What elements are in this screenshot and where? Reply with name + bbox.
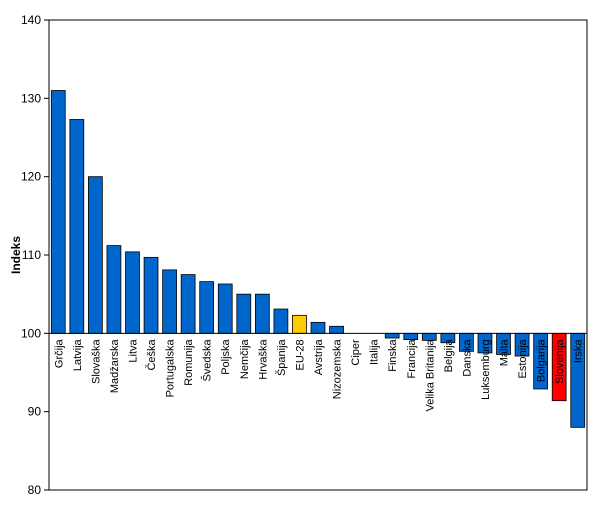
category-label: Belgija	[443, 338, 455, 372]
bar	[217, 283, 233, 334]
category-label: Hrvaška	[257, 338, 269, 379]
category-label: Finska	[387, 338, 399, 371]
bar	[143, 256, 159, 334]
y-tick-label: 120	[21, 170, 41, 184]
category-label: Velika Britanija	[424, 338, 436, 411]
y-axis-title: Indeks	[9, 236, 23, 274]
bar	[421, 332, 437, 341]
category-label: Romunija	[183, 338, 195, 385]
bar	[180, 274, 196, 334]
bar	[310, 321, 326, 334]
category-label: Poljska	[220, 338, 232, 374]
category-label: EU-28	[294, 339, 306, 370]
bar	[384, 332, 400, 339]
y-tick-label: 140	[21, 13, 41, 27]
category-label: Španija	[275, 338, 288, 376]
category-label: Grčija	[53, 338, 65, 368]
category-label: Estonija	[517, 338, 529, 378]
bar	[292, 314, 307, 334]
category-label: Francija	[406, 338, 418, 378]
bar	[88, 176, 103, 334]
bar	[50, 90, 66, 334]
category-label: Irska	[573, 338, 585, 363]
category-label: Luksemburg	[480, 339, 492, 400]
bar	[106, 245, 122, 334]
category-label: Italija	[369, 338, 381, 365]
bar	[273, 308, 289, 334]
category-label: Ciper	[350, 339, 362, 366]
category-label: Malta	[499, 338, 511, 366]
y-tick-label: 90	[28, 405, 42, 419]
category-label: Madžarska	[109, 338, 121, 393]
bar	[199, 281, 215, 334]
category-label: Češka	[145, 338, 158, 370]
category-label: Slovaška	[90, 338, 102, 384]
bar	[254, 293, 270, 334]
category-label: Portugalska	[165, 338, 177, 397]
y-tick-label: 110	[22, 248, 41, 262]
bar	[69, 119, 85, 334]
bar	[236, 293, 252, 334]
category-label: Švedska	[201, 338, 214, 381]
bar	[329, 325, 344, 334]
plot-area: 80 90 100 110 120 130 140 Grčija Latvija Slovaška…	[21, 13, 588, 497]
category-label: Latvija	[72, 338, 84, 371]
bar	[403, 332, 419, 341]
category-label: Avstrija	[313, 338, 325, 375]
y-tick-label: 80	[28, 483, 42, 497]
category-label: Litva	[127, 338, 139, 362]
category-label: Bolgarija	[536, 338, 548, 382]
y-tick-label: 130	[21, 91, 41, 105]
category-label: Slovenija	[554, 338, 566, 384]
category-label: Nizozemska	[332, 338, 344, 399]
category-label: Danska	[461, 338, 473, 376]
bar	[162, 269, 177, 334]
bar	[125, 251, 140, 334]
category-label: Nemčija	[239, 338, 251, 379]
y-tick-label: 100	[21, 326, 41, 340]
